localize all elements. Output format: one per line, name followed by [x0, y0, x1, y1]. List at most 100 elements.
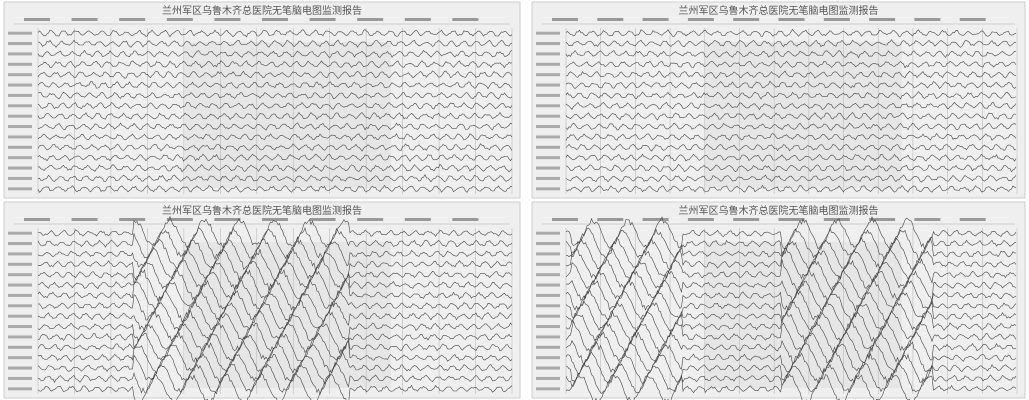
header-text: [779, 18, 805, 21]
channel-label: [536, 94, 560, 97]
header-text: [914, 18, 940, 21]
header-text: [119, 18, 145, 21]
channel-label: [8, 315, 32, 318]
header-text: [310, 218, 336, 221]
channel-label: [8, 263, 32, 266]
channel-label: [8, 94, 32, 97]
report-title: 兰州军区乌鲁木齐总医院无笔脑电图监测报告: [162, 4, 362, 17]
channel-label: [536, 377, 560, 380]
channel-label: [536, 63, 560, 66]
header-text: [960, 218, 986, 221]
header-text: [357, 18, 383, 21]
header-text: [552, 218, 578, 221]
channel-label: [536, 115, 560, 118]
header-text: [405, 18, 431, 21]
channel-label: [8, 356, 32, 359]
header-text: [119, 218, 145, 221]
report-panel: 兰州军区乌鲁木齐总医院无笔脑电图监测报告: [4, 2, 520, 198]
channel-label: [536, 294, 560, 297]
channel-label: [536, 135, 560, 138]
header-text: [688, 218, 714, 221]
channel-label: [8, 177, 32, 180]
header-text: [552, 18, 578, 21]
channel-label: [8, 32, 32, 35]
channel-label: [536, 232, 560, 235]
channel-label: [8, 242, 32, 245]
channel-label: [8, 156, 32, 159]
channel-label: [536, 304, 560, 307]
report-panel: 兰州军区乌鲁木齐总医院无笔脑电图监测报告: [532, 2, 1025, 198]
channel-label: [536, 84, 560, 87]
channel-label: [8, 146, 32, 149]
channel-label: [8, 346, 32, 349]
channel-label: [536, 284, 560, 287]
channel-label: [536, 146, 560, 149]
report-title: 兰州军区乌鲁木齐总医院无笔脑电图监测报告: [162, 204, 362, 217]
channel-label: [536, 242, 560, 245]
channel-label: [8, 367, 32, 370]
channel-label: [8, 104, 32, 107]
header-text: [914, 218, 940, 221]
header-text: [24, 218, 50, 221]
header-text: [405, 218, 431, 221]
channel-label: [8, 252, 32, 255]
header-text: [72, 218, 98, 221]
channel-label: [536, 263, 560, 266]
channel-label: [536, 315, 560, 318]
channel-label: [8, 187, 32, 190]
channel-label: [8, 304, 32, 307]
channel-label: [8, 125, 32, 128]
header-text: [960, 18, 986, 21]
header-text: [214, 218, 240, 221]
report-title: 兰州军区乌鲁木齐总医院无笔脑电图监测报告: [679, 4, 879, 17]
channel-label: [8, 115, 32, 118]
channel-label: [8, 377, 32, 380]
report-panel: 兰州军区乌鲁木齐总医院无笔脑电图监测报告: [4, 202, 520, 400]
channel-label: [8, 135, 32, 138]
header-text: [72, 18, 98, 21]
report-panel: 兰州军区乌鲁木齐总医院无笔脑电图监测报告: [532, 202, 1025, 400]
header-text: [597, 18, 623, 21]
channel-label: [8, 387, 32, 390]
header-text: [167, 18, 193, 21]
header-text: [779, 218, 805, 221]
channel-label: [536, 387, 560, 390]
header-text: [869, 18, 895, 21]
header-text: [597, 218, 623, 221]
channel-label: [536, 104, 560, 107]
channel-label: [536, 156, 560, 159]
channel-label: [8, 232, 32, 235]
channel-label: [536, 42, 560, 45]
header-text: [310, 18, 336, 21]
header-text: [452, 18, 478, 21]
channel-label: [8, 335, 32, 338]
channel-label: [8, 73, 32, 76]
eeg-photo: 兰州军区乌鲁木齐总医院无笔脑电图监测报告兰州军区乌鲁木齐总医院无笔脑电图监测报告…: [0, 0, 1029, 400]
channel-label: [536, 167, 560, 170]
channel-label: [8, 273, 32, 276]
channel-label: [536, 325, 560, 328]
header-text: [733, 218, 759, 221]
channel-label: [536, 52, 560, 55]
header-text: [643, 218, 669, 221]
header-text: [824, 18, 850, 21]
header-text: [643, 18, 669, 21]
channel-label: [536, 346, 560, 349]
channel-label: [536, 187, 560, 190]
channel-label: [536, 252, 560, 255]
channel-label: [8, 84, 32, 87]
channel-label: [536, 367, 560, 370]
header-text: [262, 218, 288, 221]
channel-label: [536, 73, 560, 76]
header-text: [24, 18, 50, 21]
header-text: [824, 218, 850, 221]
header-text: [262, 18, 288, 21]
channel-label: [8, 284, 32, 287]
channel-label: [536, 273, 560, 276]
report-title: 兰州军区乌鲁木齐总医院无笔脑电图监测报告: [679, 204, 879, 217]
channel-label: [536, 335, 560, 338]
channel-label: [536, 356, 560, 359]
channel-label: [536, 177, 560, 180]
channel-label: [536, 125, 560, 128]
channel-label: [8, 63, 32, 66]
